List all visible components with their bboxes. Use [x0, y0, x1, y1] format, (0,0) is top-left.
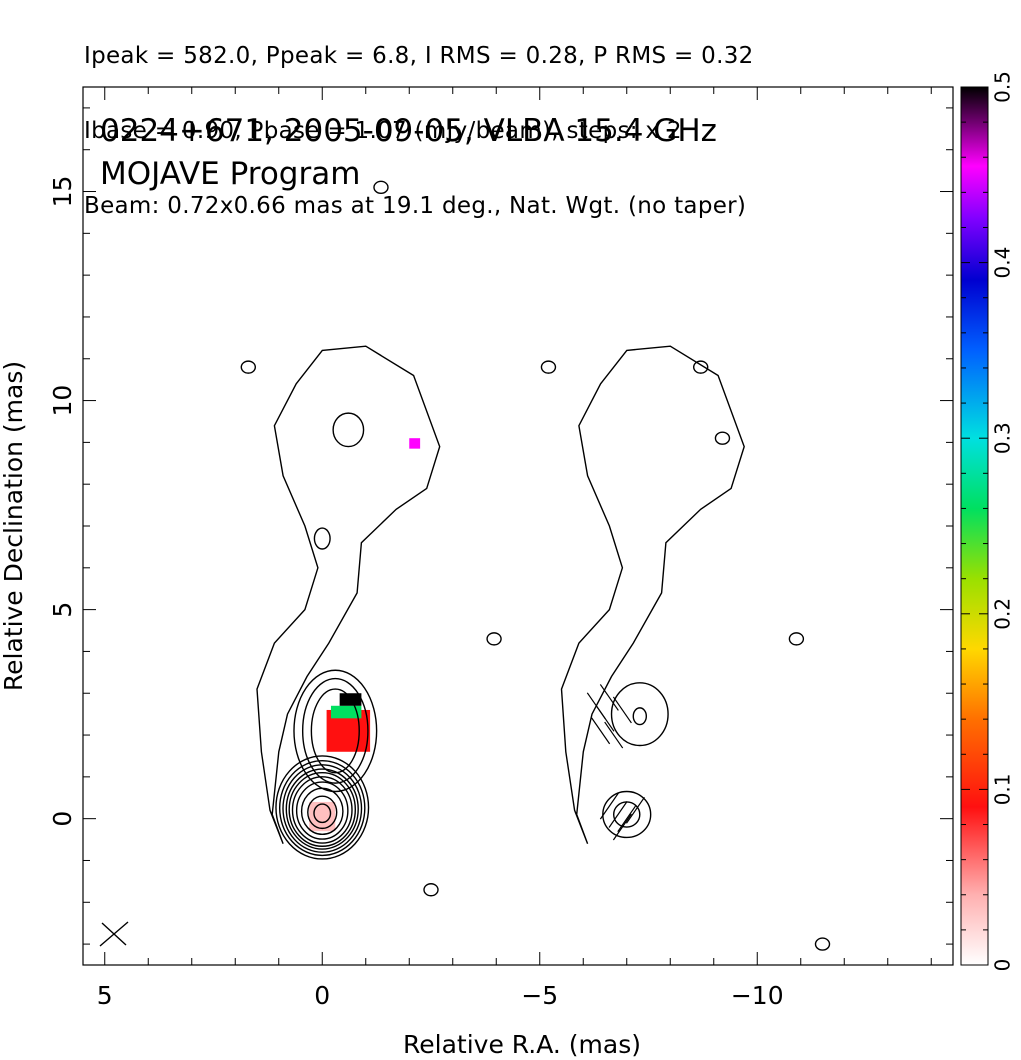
- core-contour: [275, 755, 370, 860]
- colorbar-tick-label: 0.2: [991, 598, 1015, 630]
- noise-contour: [814, 937, 831, 951]
- colorbar-tick-label: 0.3: [991, 422, 1015, 454]
- evpa-stick: [599, 684, 619, 711]
- colorbar: [960, 86, 989, 966]
- evpa-stick: [612, 696, 632, 724]
- axis-ticks: [83, 87, 953, 965]
- noise-contour: [486, 632, 502, 646]
- evpa-stick: [604, 721, 624, 749]
- core-contour: [282, 764, 363, 853]
- chart-subtitle: MOJAVE Program: [100, 156, 360, 192]
- colorbar-tick-label: 0.4: [991, 247, 1015, 279]
- jet-outer-contour: [256, 345, 441, 845]
- polarization-patch-1: [330, 705, 362, 719]
- pol-knot-contour: [610, 682, 669, 747]
- plot-frame: [82, 86, 954, 966]
- noise-contour: [423, 883, 439, 897]
- y-axis-label: Relative Declination (mas): [0, 361, 28, 691]
- island-contour: [332, 412, 365, 448]
- x-axis-label: Relative R.A. (mas): [403, 1030, 641, 1059]
- noise-contour: [714, 431, 731, 445]
- colorbar-tick-label: 0.1: [991, 773, 1015, 805]
- y-tick-label: 10: [48, 385, 77, 417]
- core-contour: [307, 795, 338, 830]
- core-contour: [295, 781, 349, 840]
- header-line-3: Beam: 0.72x0.66 mas at 19.1 deg., Nat. W…: [84, 193, 747, 219]
- chart-title: 0224+671, 2005-09-05, VLBA 15.4 GHz: [100, 113, 717, 149]
- y-tick-labels: 0 5 10 15: [48, 176, 77, 827]
- noise-contour: [788, 632, 805, 646]
- colorbar-tick-labels: 0 0.1 0.2 0.3 0.4 0.5: [991, 71, 1015, 971]
- header-line-1: Ipeak = 582.0, Ppeak = 6.8, I RMS = 0.28…: [84, 43, 754, 69]
- jet-knot-contour: [301, 677, 369, 784]
- polarization-patch-3: [409, 438, 421, 449]
- island-contour: [313, 527, 331, 550]
- jet-knot-contour: [293, 669, 378, 793]
- x-tick-label: 0: [314, 981, 330, 1010]
- y-tick-label: 0: [48, 811, 77, 827]
- beam-minor-axis: [101, 922, 127, 946]
- evpa-stick: [617, 805, 637, 833]
- pol-core-contour: [602, 790, 652, 839]
- noise-contour: [240, 360, 257, 374]
- core-contour: [313, 803, 332, 824]
- x-tick-label: −10: [731, 981, 784, 1010]
- x-tick-label: −5: [521, 981, 558, 1010]
- core-contour: [291, 776, 353, 844]
- polarization-patch-4: [309, 801, 336, 832]
- plot-header: Ipeak = 582.0, Ppeak = 6.8, I RMS = 0.28…: [84, 0, 754, 244]
- jet-outer-contour: [560, 345, 745, 845]
- evpa-stick: [591, 717, 611, 745]
- noise-contour: [693, 360, 709, 374]
- evpa-stick: [608, 801, 628, 828]
- x-tick-label: 5: [97, 981, 113, 1010]
- y-tick-label: 5: [48, 602, 77, 618]
- noise-contour: [540, 360, 557, 374]
- jet-knot-contour: [310, 688, 360, 774]
- y-tick-label: 15: [48, 176, 77, 208]
- header-line-2: Ibase = 0.90, Pbase = 1.07 (mJy/beam), s…: [84, 118, 682, 144]
- evpa-stick: [612, 813, 632, 841]
- evpa-stick: [625, 796, 645, 824]
- noise-contour: [373, 180, 389, 195]
- evpa-stick: [599, 792, 619, 820]
- polarization-color-layer: [309, 438, 421, 832]
- evpa-stick: [595, 704, 615, 732]
- core-contour: [278, 759, 366, 857]
- core-contour: [288, 771, 357, 847]
- colorbar-tick-label: 0.5: [991, 71, 1015, 103]
- beam-marker: [99, 921, 129, 947]
- x-tick-labels: 5 0 −5 −10: [97, 981, 784, 1010]
- colorbar-tick-label: 0: [991, 959, 1015, 972]
- contour-layer: [240, 180, 831, 951]
- colorbar-ticks: [961, 86, 988, 966]
- evpa-stick-layer: [586, 684, 645, 841]
- core-contour: [285, 768, 359, 850]
- pol-knot-contour: [632, 707, 648, 726]
